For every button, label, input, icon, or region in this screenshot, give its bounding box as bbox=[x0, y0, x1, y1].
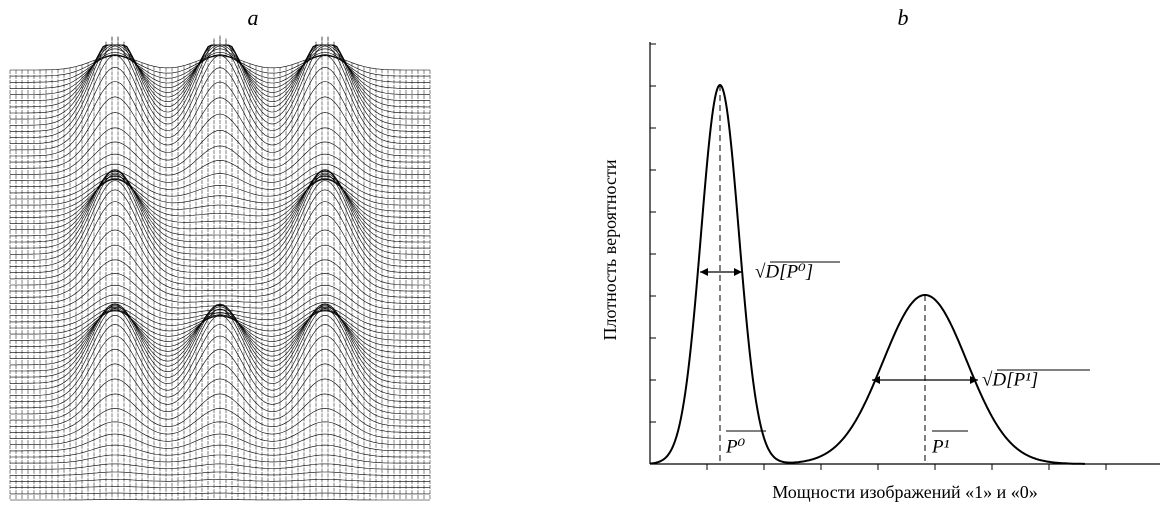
mesh-line bbox=[10, 444, 430, 458]
panel-label: b bbox=[898, 5, 909, 30]
annotation: √D[P¹] bbox=[982, 369, 1038, 390]
density-plot bbox=[649, 42, 1160, 470]
mesh-line bbox=[10, 214, 430, 286]
x-axis-label: Мощности изображений «1» и «0» bbox=[772, 482, 1038, 502]
surface-mesh bbox=[9, 35, 431, 501]
mesh-line bbox=[10, 324, 430, 402]
y-axis-label: Плотность вероятности bbox=[600, 159, 620, 340]
mesh-line bbox=[10, 170, 430, 255]
annotation: P¹ bbox=[931, 436, 950, 457]
mesh-line bbox=[10, 479, 430, 482]
panel-label: a bbox=[248, 5, 259, 30]
mesh-line bbox=[10, 454, 430, 464]
mesh-line bbox=[10, 112, 430, 169]
annotation: √D[P⁰] bbox=[755, 261, 813, 282]
annotation: P⁰ bbox=[725, 436, 746, 457]
density-curve bbox=[649, 83, 1085, 465]
